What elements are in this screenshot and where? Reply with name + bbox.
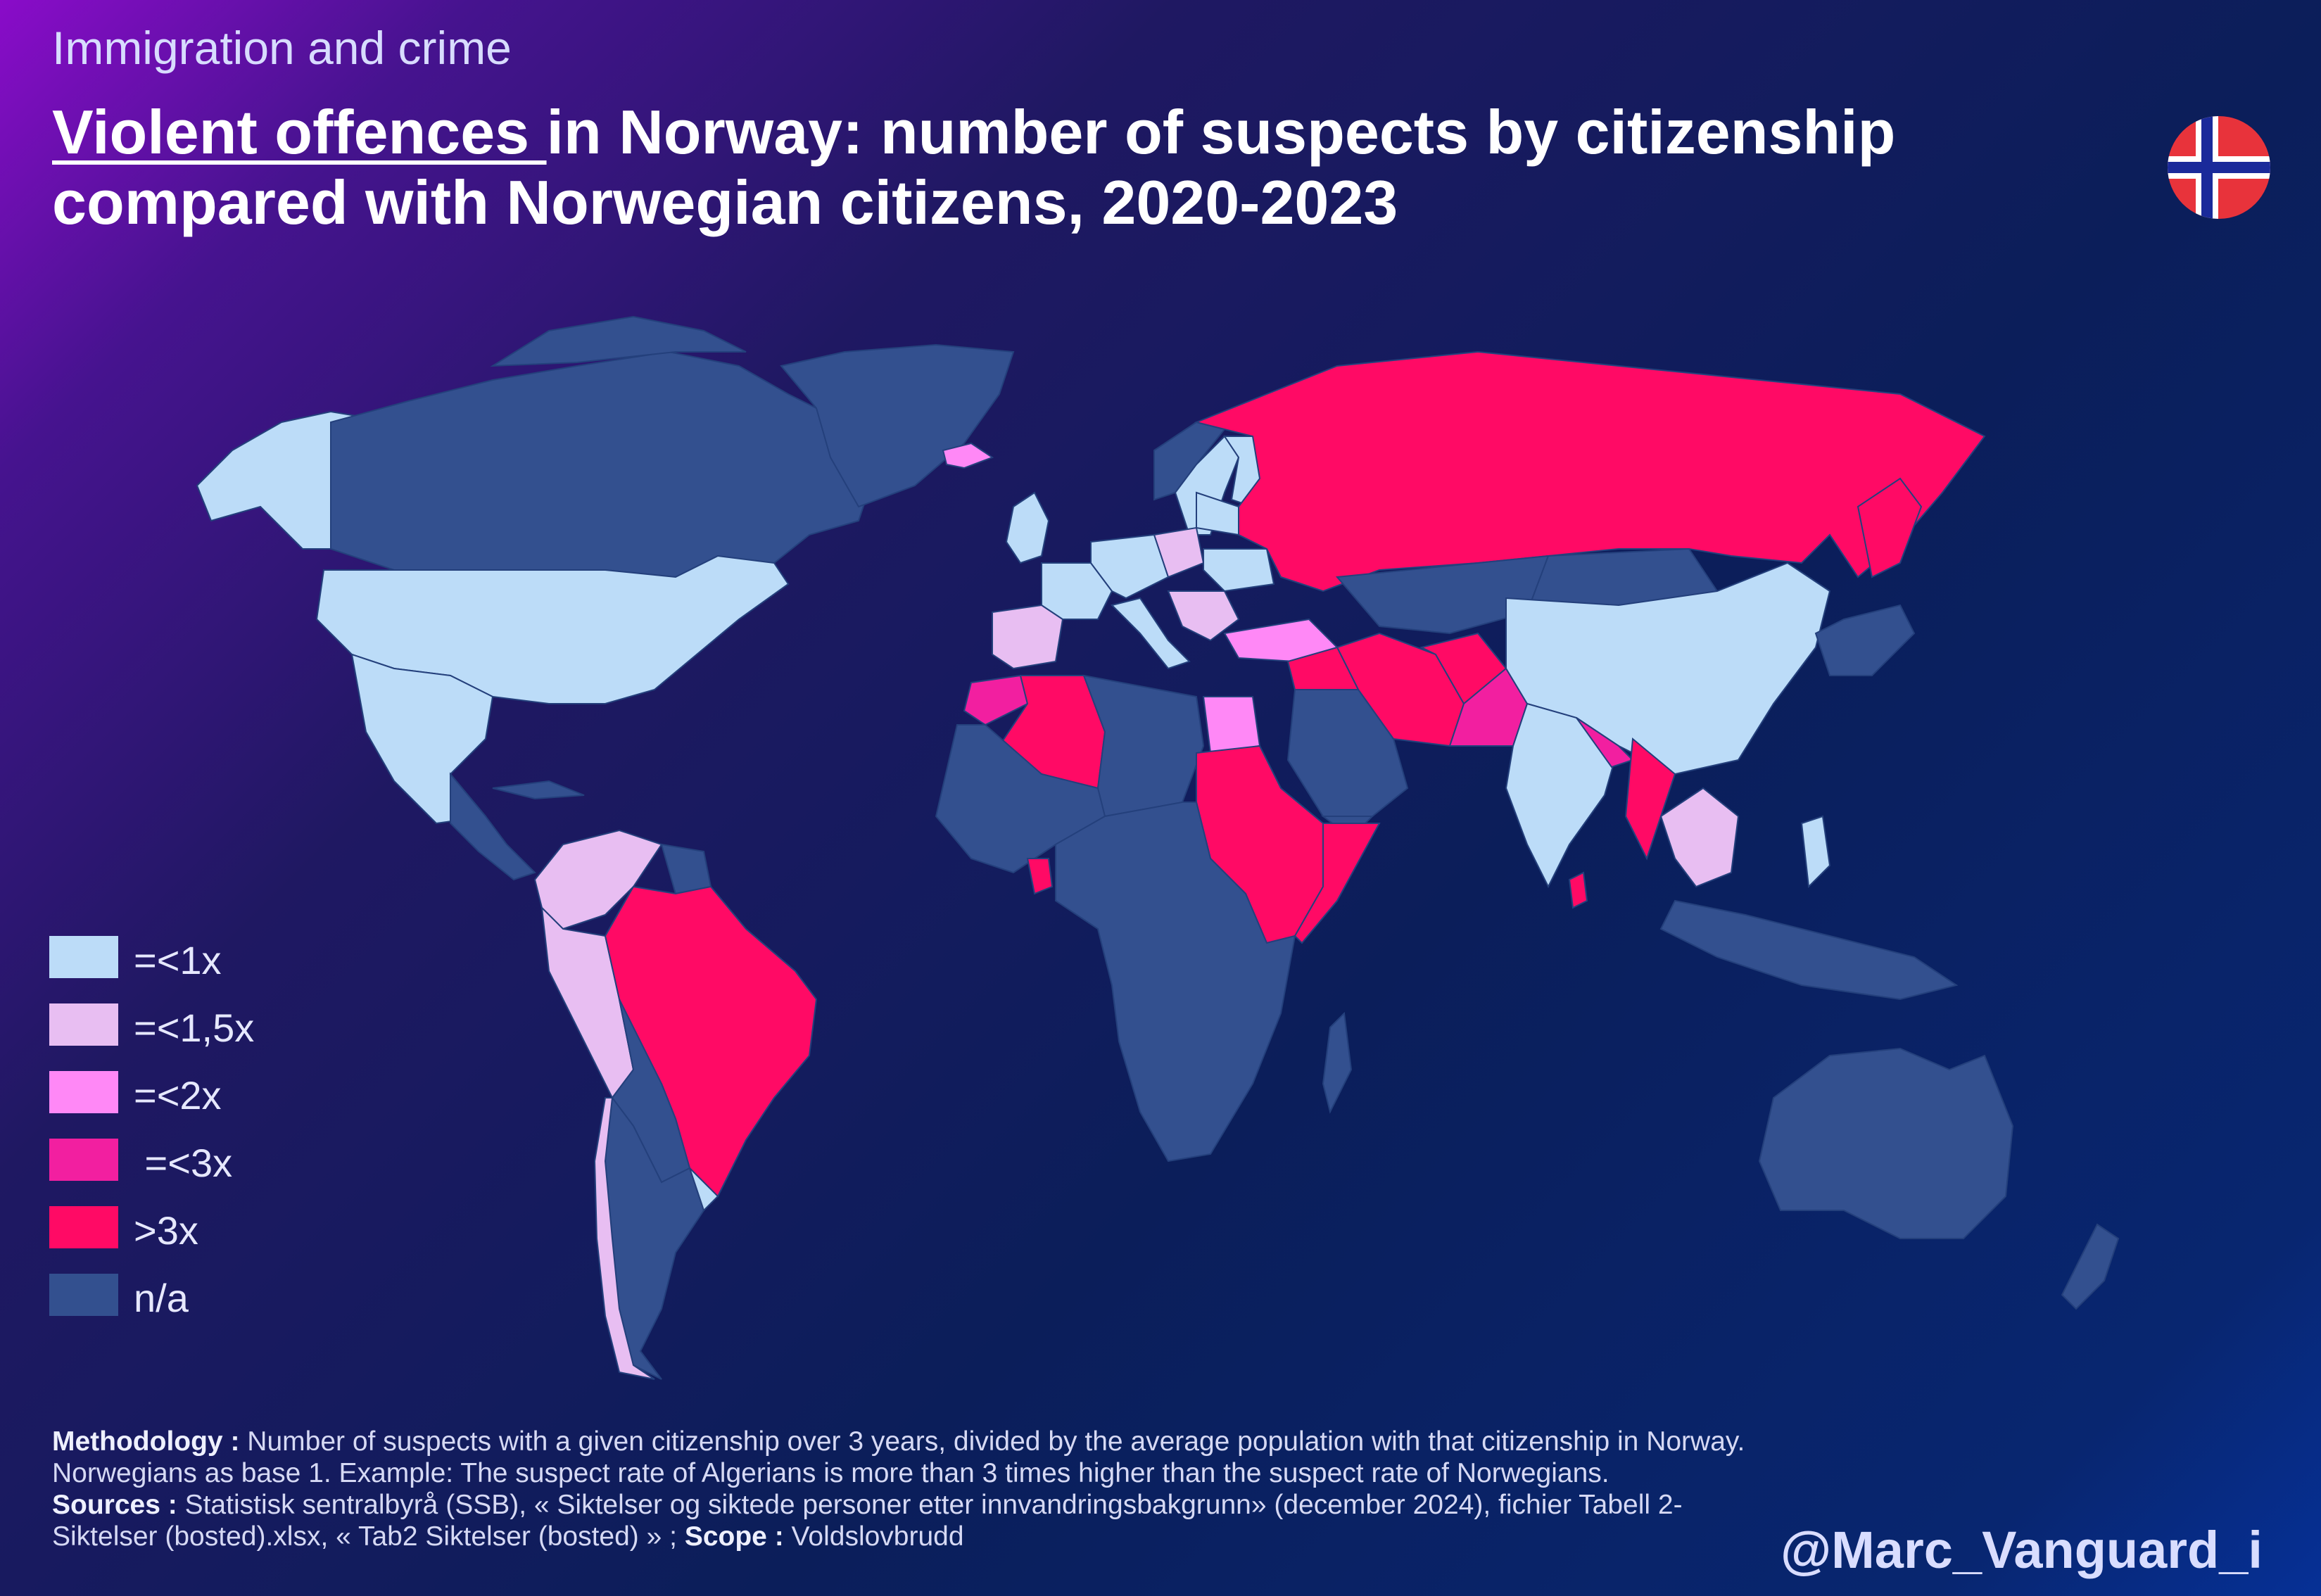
country-iberia — [992, 604, 1064, 670]
title-line2: compared with Norwegian citizens, 2020-2… — [52, 167, 1398, 237]
country-italy — [1111, 597, 1191, 670]
country-russia — [1194, 350, 1986, 593]
legend-swatch — [49, 1206, 118, 1248]
title-underlined-part: Violent offences — [52, 97, 547, 167]
country-greenland — [780, 343, 1015, 508]
country-madagascar — [1322, 1011, 1353, 1114]
country-arabia — [1286, 689, 1409, 817]
country-ghana — [1026, 858, 1054, 895]
scope-text: Voldslovbrudd — [783, 1521, 964, 1552]
legend-label: n/a — [134, 1276, 189, 1320]
legend-label: >3x — [134, 1208, 198, 1253]
country-myanmar — [1624, 737, 1676, 861]
legend-item-le1: =<1x — [49, 936, 331, 982]
legend-swatch — [49, 1274, 118, 1316]
legend-label: =<3x — [134, 1141, 233, 1185]
country-uk-ireland — [1005, 491, 1050, 564]
methodology-text: Number of suspects with a given citizens… — [52, 1426, 1745, 1488]
legend-label: =<1,5x — [134, 1006, 255, 1050]
methodology-sources-footer: Methodology : Number of suspects with a … — [52, 1426, 1769, 1552]
kicker-title: Immigration and crime — [52, 22, 512, 74]
country-central-america — [450, 772, 536, 881]
country-balkans — [1167, 590, 1240, 642]
legend-label: =<1x — [134, 938, 222, 982]
country-philippines — [1800, 815, 1831, 889]
country-russia-east — [1857, 477, 1923, 578]
country-iceland — [942, 442, 994, 469]
sources-text: Statistisk sentralbyrå (SSB), « Siktelse… — [52, 1490, 1683, 1552]
sources-label: Sources : — [52, 1490, 177, 1520]
norway-flag-icon — [2168, 116, 2270, 219]
country-ukraine — [1203, 548, 1275, 593]
methodology-label: Methodology : — [52, 1426, 240, 1457]
country-uruguay — [689, 1167, 719, 1212]
country-australia — [1758, 1047, 2014, 1239]
title-line1-rest: in Norway: number of suspects by citizen… — [546, 97, 1896, 167]
legend-swatch — [49, 1139, 118, 1181]
legend-swatch — [49, 936, 118, 978]
country-central-southern-africa — [1055, 802, 1296, 1163]
legend-item-na: n/a — [49, 1274, 331, 1320]
legend-item-le15: =<1,5x — [49, 1003, 331, 1050]
author-handle: @Marc_Vanguard_i — [1781, 1521, 2263, 1579]
legend-swatch — [49, 1003, 118, 1046]
map-title: Violent offences in Norway: number of su… — [52, 97, 2023, 238]
legend-label: =<2x — [134, 1073, 222, 1117]
legend-item-le3: =<3x — [49, 1139, 331, 1185]
country-morocco — [963, 674, 1029, 726]
country-canada — [330, 350, 874, 578]
country-somalia — [1294, 823, 1381, 944]
legend-swatch — [49, 1071, 118, 1113]
country-cuba-caribbean — [492, 780, 585, 800]
country-sri-lanka — [1568, 871, 1588, 909]
country-indonesia-malaysia — [1659, 899, 1959, 1001]
legend-item-gt3: >3x — [49, 1206, 331, 1253]
country-canada-islands — [490, 315, 747, 367]
country-korea-japan — [1814, 604, 1916, 676]
country-guianas — [660, 843, 712, 895]
country-new-zealand — [2061, 1223, 2120, 1310]
country-thailand-indochina — [1659, 787, 1740, 888]
country-chile — [593, 1097, 655, 1380]
flag-blue-cross-h — [2168, 162, 2270, 173]
scope-label: Scope : — [684, 1521, 784, 1552]
country-india — [1505, 702, 1620, 889]
legend-item-le2: =<2x — [49, 1071, 331, 1117]
country-egypt — [1202, 696, 1261, 754]
